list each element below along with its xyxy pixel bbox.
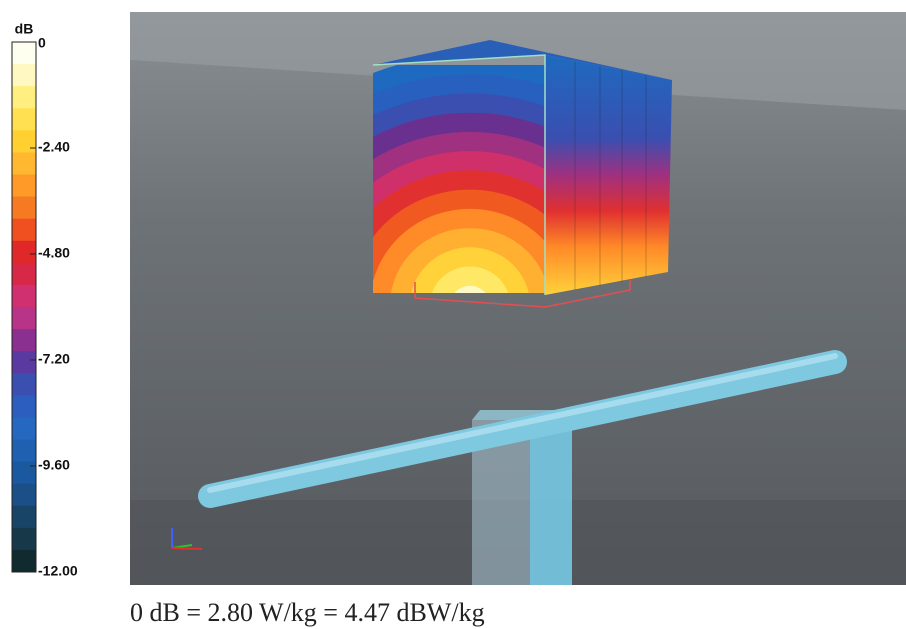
colorbar-frame bbox=[11, 41, 37, 573]
colorbar-band bbox=[12, 240, 36, 264]
colorbar-band bbox=[12, 417, 36, 440]
colorbar-band bbox=[12, 174, 36, 198]
colorbar-band bbox=[12, 262, 36, 286]
colorbar-tick-label: -9.60 bbox=[38, 457, 70, 473]
colorbar-band bbox=[12, 218, 36, 242]
colorbar-band bbox=[12, 373, 36, 396]
contour-band bbox=[454, 285, 486, 293]
colorbar bbox=[11, 41, 37, 573]
colorbar-band bbox=[12, 42, 36, 65]
colorbar-band bbox=[12, 527, 36, 551]
colorbar-band bbox=[12, 108, 36, 131]
colorbar-tick-label: -2.40 bbox=[38, 139, 70, 155]
colorbar-band bbox=[12, 329, 36, 352]
colorbar-tick-label: -12.00 bbox=[38, 563, 78, 579]
colorbar-band bbox=[12, 549, 36, 573]
colorbar-band bbox=[12, 307, 36, 330]
colorbar-band bbox=[12, 152, 36, 175]
colorbar-band bbox=[12, 439, 36, 463]
colorbar-band bbox=[12, 284, 36, 308]
colorbar-tick-label: 0 bbox=[38, 35, 46, 51]
colorbar-band bbox=[12, 130, 36, 153]
colorbar-unit: dB bbox=[15, 21, 34, 37]
colorbar-band bbox=[12, 461, 36, 485]
caption: 0 dB = 2.80 W/kg = 4.47 dBW/kg bbox=[130, 598, 485, 627]
colorbar-band bbox=[12, 505, 36, 529]
colorbar-band bbox=[12, 395, 36, 418]
colorbar-band bbox=[12, 483, 36, 507]
scene bbox=[130, 12, 906, 585]
colorbar-band bbox=[12, 196, 36, 220]
colorbar-tick-label: -4.80 bbox=[38, 245, 70, 261]
colorbar-band bbox=[12, 64, 36, 87]
colorbar-tick-label: -7.20 bbox=[38, 351, 70, 367]
colorbar-band bbox=[12, 351, 36, 374]
colorbar-band bbox=[12, 86, 36, 109]
contour-band bbox=[431, 266, 509, 293]
